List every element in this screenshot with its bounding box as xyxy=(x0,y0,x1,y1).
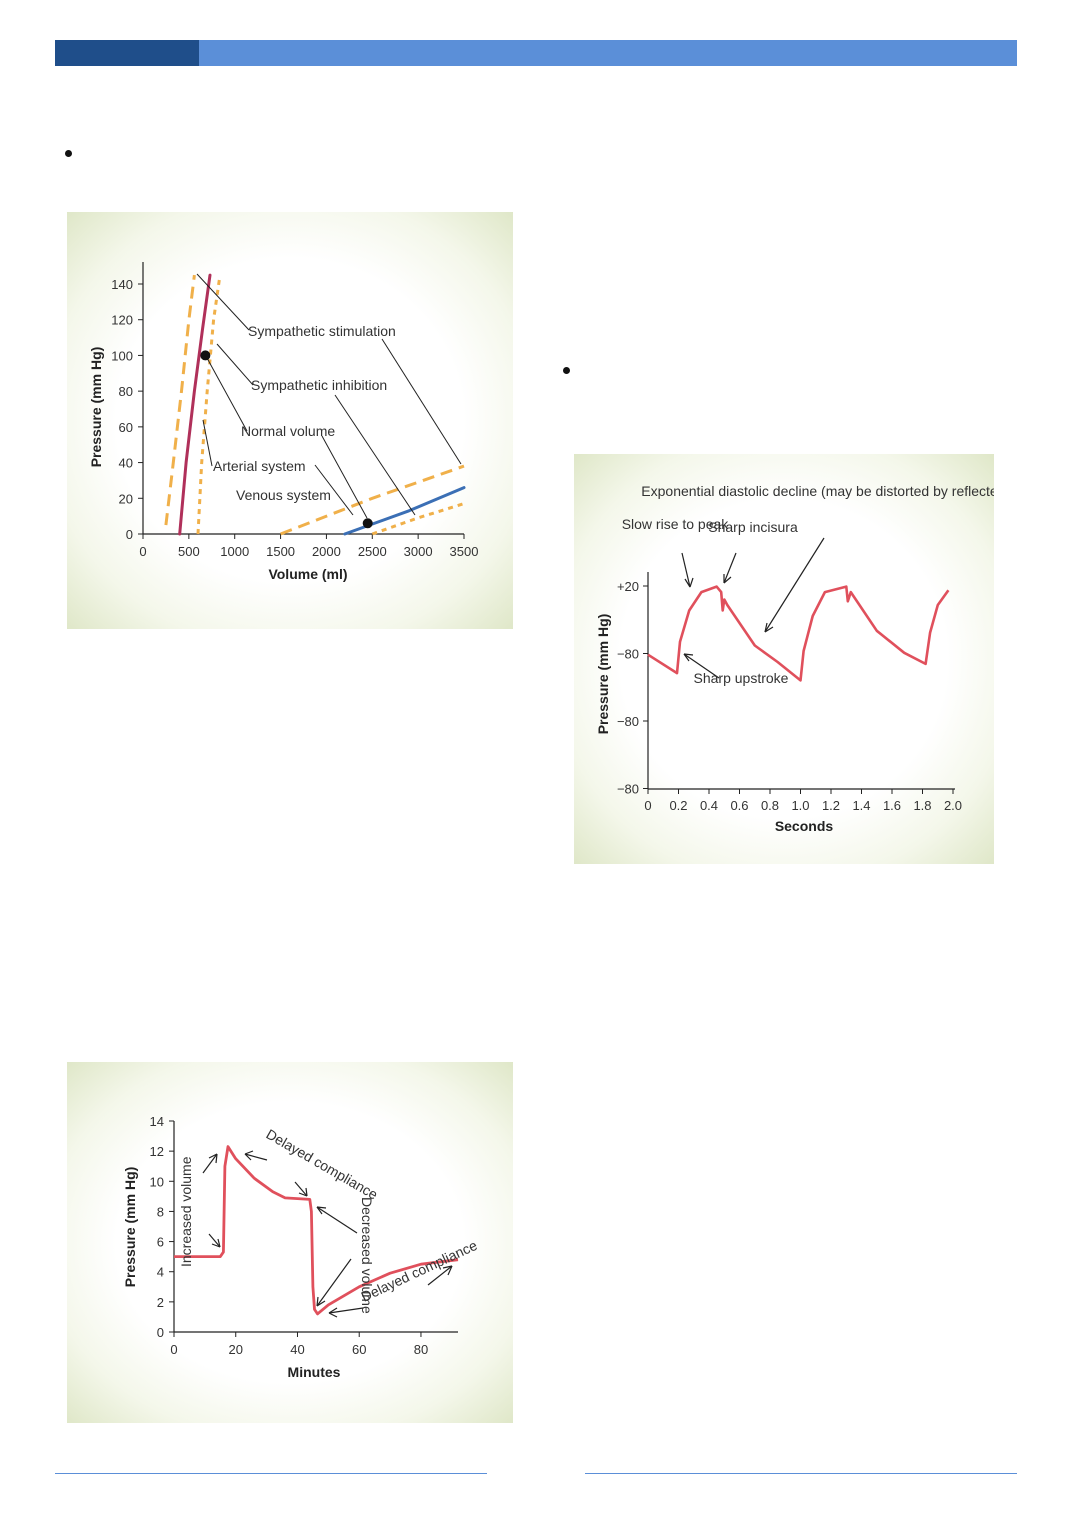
annotation: Arterial system xyxy=(213,458,306,474)
tick-label: 60 xyxy=(119,420,133,435)
tick-label: 0 xyxy=(139,544,146,559)
series-line xyxy=(280,464,465,536)
tick-label: 1500 xyxy=(266,544,295,559)
y-axis-label: Pressure (mm Hg) xyxy=(122,1167,138,1288)
tick-label: −80 xyxy=(617,782,639,797)
x-axis-label: Seconds xyxy=(775,818,834,834)
tick-label: 1.6 xyxy=(883,798,901,813)
tick-label: 6 xyxy=(157,1235,164,1250)
header-bar-dark xyxy=(55,40,199,66)
footer-rule-left xyxy=(55,1473,487,1474)
tick-label: 140 xyxy=(111,277,133,292)
tick-label: 80 xyxy=(414,1342,428,1357)
series-line xyxy=(174,1145,459,1316)
chart-panel-compliance: 0 20 40 60 80 0 2 4 6 8 10 12 14 Increased volume De… xyxy=(67,1062,513,1423)
tick-label: 100 xyxy=(111,348,133,363)
tick-label: 120 xyxy=(111,313,133,328)
data-point xyxy=(200,350,211,361)
tick-label: −80 xyxy=(617,647,639,662)
tick-label: 10 xyxy=(150,1174,164,1189)
tick-label: 80 xyxy=(119,384,133,399)
header-bar-light xyxy=(199,40,1017,66)
tick-label: 3500 xyxy=(450,544,479,559)
tick-label: 3000 xyxy=(404,544,433,559)
tick-label: 1.0 xyxy=(791,798,809,813)
tick-label: 2000 xyxy=(312,544,341,559)
tick-label: 2500 xyxy=(358,544,387,559)
tick-label: 1.2 xyxy=(822,798,840,813)
series-line xyxy=(371,502,465,536)
tick-label: 0 xyxy=(644,798,651,813)
tick-label: 40 xyxy=(119,456,133,471)
data-point xyxy=(362,518,373,529)
annotation: Venous system xyxy=(236,487,331,503)
annotation: Delayed compliance xyxy=(264,1126,381,1203)
tick-label: 0 xyxy=(126,527,133,542)
tick-label: 1.4 xyxy=(852,798,870,813)
tick-label: 2 xyxy=(157,1295,164,1310)
annotation: Decreased volume xyxy=(359,1197,375,1314)
tick-label: 2.0 xyxy=(944,798,962,813)
tick-label: 0.6 xyxy=(730,798,748,813)
annotation: Delayed compliance xyxy=(359,1237,480,1305)
y-axis-label: Pressure (mm Hg) xyxy=(88,347,104,468)
y-axis-label: Pressure (mm Hg) xyxy=(595,614,611,735)
series-line xyxy=(196,274,222,535)
tick-label: 1.8 xyxy=(913,798,931,813)
bullet-point xyxy=(563,367,570,374)
annotation: Exponential diastolic decline (may be di… xyxy=(641,483,994,499)
tick-label: 60 xyxy=(352,1342,366,1357)
tick-label: 4 xyxy=(157,1265,164,1280)
tick-label: 500 xyxy=(178,544,200,559)
series-line xyxy=(647,585,950,682)
annotation: Slow rise to peak xyxy=(622,516,730,532)
x-axis-label: Volume (ml) xyxy=(268,566,347,582)
annotation: Sympathetic stimulation xyxy=(248,323,396,339)
tick-label: 14 xyxy=(150,1114,164,1129)
annotation: Sharp upstroke xyxy=(694,670,789,686)
tick-label: 0.2 xyxy=(669,798,687,813)
chart-panel-volume-pressure: 0 500 1000 1500 2000 2500 3000 3500 0 20 40 60 80 100… xyxy=(67,212,513,629)
tick-label: 1000 xyxy=(220,544,249,559)
tick-label: 20 xyxy=(119,491,133,506)
tick-label: 8 xyxy=(157,1204,164,1219)
annotation: Normal volume xyxy=(241,423,335,439)
series-line xyxy=(178,273,212,536)
tick-label: 20 xyxy=(229,1342,243,1357)
tick-label: 0.4 xyxy=(700,798,718,813)
bullet-point xyxy=(65,150,72,157)
x-axis-label: Minutes xyxy=(288,1364,341,1380)
tick-label: +20 xyxy=(617,579,639,594)
tick-label: 40 xyxy=(290,1342,304,1357)
tick-label: 12 xyxy=(150,1144,164,1159)
tick-label: 0.8 xyxy=(761,798,779,813)
tick-label: 0 xyxy=(170,1342,177,1357)
annotation: Sympathetic inhibition xyxy=(251,377,387,393)
annotation: Increased volume xyxy=(178,1156,194,1267)
footer-rule-right xyxy=(585,1473,1017,1474)
annotation: Sharp incisura xyxy=(708,519,798,535)
series-line xyxy=(164,274,196,526)
tick-label: −80 xyxy=(617,714,639,729)
chart-panel-pulse: 0 0.2 0.4 0.6 0.8 1.0 1.2 1.4 1.6 1.8 2.0 +20 −80 −80… xyxy=(574,454,994,864)
tick-label: 0 xyxy=(157,1325,164,1340)
